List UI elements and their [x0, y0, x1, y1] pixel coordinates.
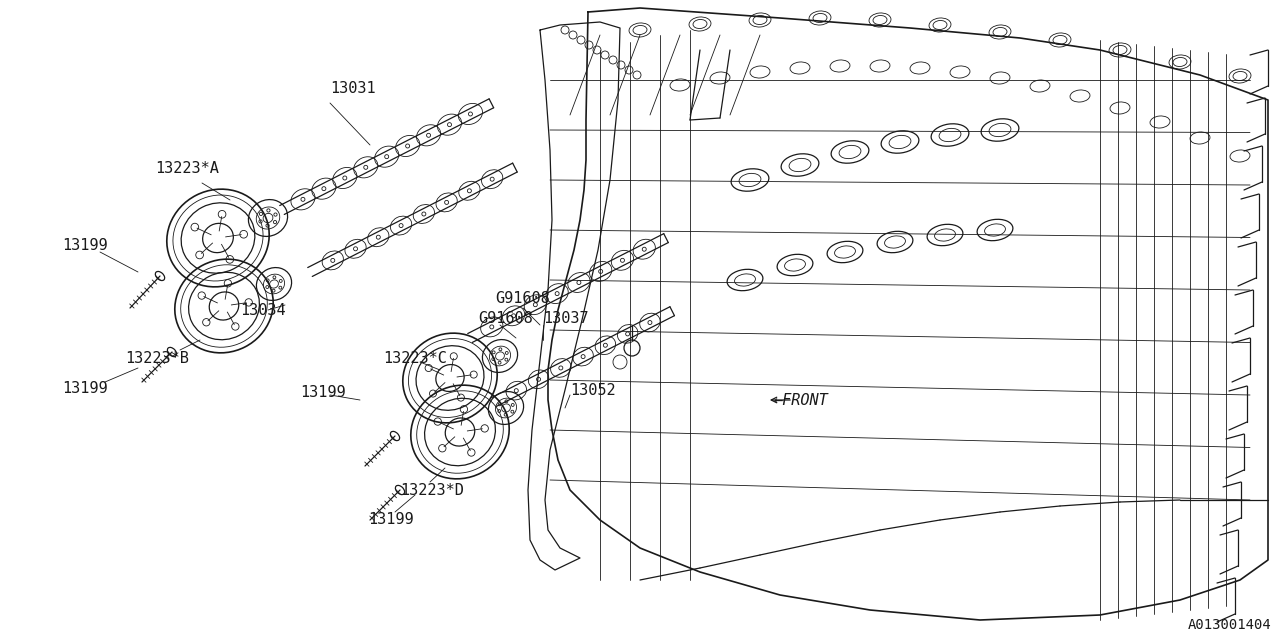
Text: G91608: G91608 — [477, 310, 532, 326]
Text: ←FRONT: ←FRONT — [773, 392, 828, 408]
Text: 13223*C: 13223*C — [383, 351, 447, 365]
Text: A013001404: A013001404 — [1188, 618, 1272, 632]
Text: 13037: 13037 — [543, 310, 589, 326]
Text: 13223*B: 13223*B — [125, 351, 189, 365]
Text: G91608: G91608 — [495, 291, 549, 305]
Text: 13199: 13199 — [300, 385, 346, 399]
Text: 13223*D: 13223*D — [401, 483, 463, 497]
Text: 13031: 13031 — [330, 81, 375, 95]
Text: 13052: 13052 — [570, 383, 616, 397]
Text: 13199: 13199 — [61, 237, 108, 253]
Text: 13199: 13199 — [369, 513, 413, 527]
Text: 13223*A: 13223*A — [155, 161, 219, 175]
Text: 13199: 13199 — [61, 381, 108, 396]
Text: 13034: 13034 — [241, 303, 285, 317]
